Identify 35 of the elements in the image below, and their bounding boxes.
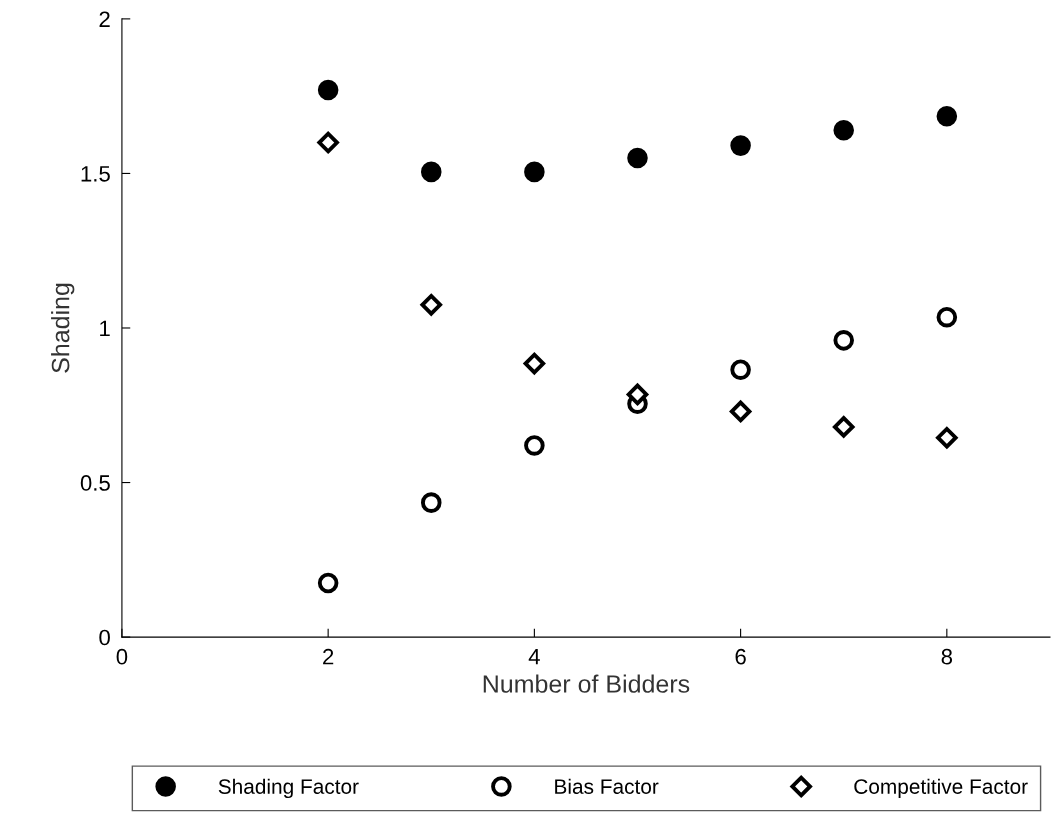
point <box>626 383 649 406</box>
point <box>317 572 339 594</box>
point <box>420 492 442 513</box>
y-tick-label: 0.5 <box>80 475 110 491</box>
point <box>730 359 751 380</box>
x-tick-label: 4 <box>528 649 540 665</box>
legend-label: Competitive Factor <box>854 778 1028 799</box>
point <box>833 330 854 351</box>
x-tick-label: 2 <box>323 648 334 665</box>
x-tick-label: 6 <box>735 648 746 665</box>
point <box>627 147 648 169</box>
point <box>936 105 958 127</box>
y-tick-label: 2 <box>99 11 110 27</box>
y-tick-label: 1 <box>100 320 110 337</box>
point <box>832 416 855 438</box>
point <box>317 79 339 101</box>
point <box>420 294 443 316</box>
y-tick-label: 1.5 <box>81 166 110 182</box>
point <box>420 161 442 183</box>
point <box>729 400 752 423</box>
x-tick-label: 8 <box>941 648 953 665</box>
legend-label: Shading Factor <box>218 778 359 799</box>
point <box>524 435 545 456</box>
point <box>833 119 854 141</box>
y-tick-label: 0 <box>99 629 110 646</box>
legend-label: Bias Factor <box>555 778 659 794</box>
point <box>936 426 958 449</box>
y-axis-title: Shading <box>51 283 75 373</box>
x-axis-title: Number of Bidders <box>483 674 690 693</box>
point <box>730 135 751 156</box>
point <box>317 131 339 154</box>
point <box>524 161 545 183</box>
x-tick-label: 0 <box>116 648 128 665</box>
point <box>936 306 958 328</box>
point <box>523 352 546 375</box>
